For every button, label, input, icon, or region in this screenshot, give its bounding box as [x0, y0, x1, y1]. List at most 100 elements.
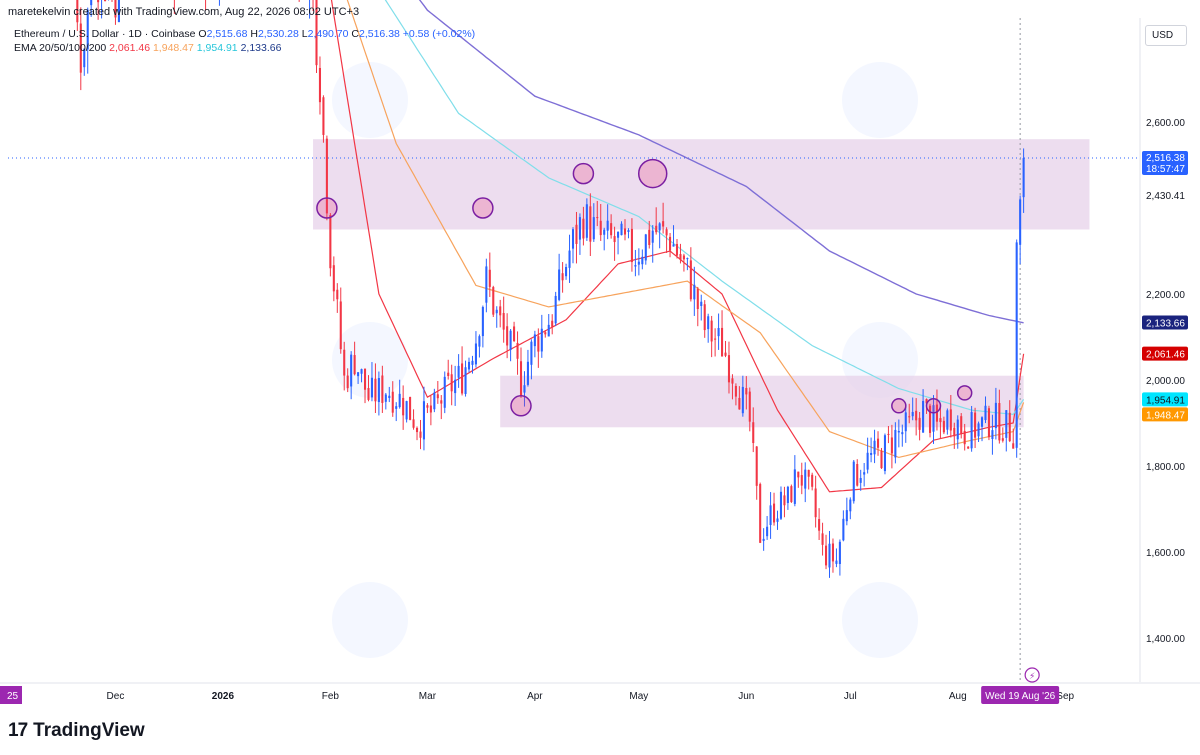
candle[interactable] [513, 321, 516, 343]
candle[interactable] [669, 232, 672, 258]
candle[interactable] [797, 471, 800, 488]
candle[interactable] [994, 387, 997, 440]
candle[interactable] [714, 328, 717, 357]
candle[interactable] [575, 211, 578, 264]
candle[interactable] [731, 374, 734, 400]
candle[interactable] [904, 404, 907, 443]
candle[interactable] [811, 472, 814, 491]
candle[interactable] [807, 469, 810, 490]
candle[interactable] [693, 266, 696, 316]
candle[interactable] [578, 213, 581, 255]
candle[interactable] [76, 0, 79, 31]
candle[interactable] [391, 381, 394, 417]
candle[interactable] [516, 331, 519, 375]
candle[interactable] [318, 56, 322, 115]
candle[interactable] [620, 221, 623, 236]
candle[interactable] [544, 330, 547, 338]
candle[interactable] [672, 225, 675, 247]
candle[interactable] [856, 459, 859, 487]
candle[interactable] [471, 355, 474, 374]
candle[interactable] [440, 395, 443, 420]
candle[interactable] [634, 249, 637, 277]
candle[interactable] [90, 0, 93, 17]
candle[interactable] [745, 376, 748, 410]
candle[interactable] [828, 530, 831, 578]
candle[interactable] [700, 294, 703, 321]
candle[interactable] [1019, 195, 1022, 265]
candle[interactable] [762, 528, 765, 551]
candle[interactable] [97, 0, 100, 20]
lightning-icon[interactable] [1024, 667, 1040, 683]
candle[interactable] [381, 365, 384, 413]
candle[interactable] [363, 368, 367, 404]
candle[interactable] [599, 204, 602, 241]
candle[interactable] [603, 227, 606, 251]
candle[interactable] [409, 396, 412, 421]
candle[interactable] [478, 334, 481, 358]
candle[interactable] [651, 225, 654, 263]
candle[interactable] [890, 424, 893, 469]
symbol-title[interactable]: Ethereum / U.S. Dollar · 1D · Coinbase [14, 28, 196, 40]
candle[interactable] [849, 497, 852, 520]
candle[interactable] [332, 256, 335, 302]
candle[interactable] [1022, 148, 1025, 213]
candle[interactable] [218, 0, 220, 6]
candle[interactable] [662, 202, 665, 234]
candle[interactable] [565, 263, 568, 280]
candle[interactable] [946, 408, 949, 435]
candle[interactable] [606, 204, 609, 240]
candle[interactable] [1001, 427, 1004, 443]
candle[interactable] [793, 455, 796, 507]
candle[interactable] [928, 403, 932, 438]
candle[interactable] [464, 360, 467, 397]
candle[interactable] [519, 347, 523, 398]
candle[interactable] [554, 291, 557, 327]
candle[interactable] [523, 371, 526, 407]
candle[interactable] [821, 522, 824, 556]
candle[interactable] [942, 416, 945, 435]
candle[interactable] [824, 534, 828, 570]
candle[interactable] [724, 340, 727, 358]
candle[interactable] [786, 485, 789, 510]
candle[interactable] [908, 403, 911, 424]
candle[interactable] [613, 226, 616, 261]
candle[interactable] [506, 313, 509, 359]
candle[interactable] [104, 0, 107, 2]
candle[interactable] [894, 422, 897, 464]
candle[interactable] [461, 346, 464, 396]
candle[interactable] [998, 389, 1001, 444]
candle[interactable] [315, 0, 318, 73]
candle[interactable] [679, 243, 682, 264]
candle[interactable] [433, 388, 436, 413]
candle[interactable] [384, 392, 387, 410]
candle[interactable] [395, 402, 398, 422]
candle[interactable] [329, 213, 332, 277]
candle[interactable] [426, 403, 429, 414]
candle[interactable] [984, 396, 987, 424]
candle[interactable] [648, 220, 651, 249]
candle[interactable] [852, 459, 855, 504]
candle[interactable] [325, 135, 328, 221]
candle[interactable] [370, 362, 373, 402]
candle[interactable] [457, 354, 460, 388]
candle[interactable] [876, 431, 880, 456]
candle[interactable] [322, 95, 325, 143]
candle[interactable] [1015, 239, 1018, 458]
candle[interactable] [596, 201, 599, 227]
candle[interactable] [405, 400, 408, 423]
candle[interactable] [967, 446, 970, 450]
candle[interactable] [443, 371, 446, 414]
candle[interactable] [450, 364, 453, 406]
candle[interactable] [752, 407, 755, 453]
candle[interactable] [773, 492, 776, 526]
candle[interactable] [101, 0, 103, 19]
candle[interactable] [741, 375, 744, 417]
candle[interactable] [377, 371, 380, 416]
candle[interactable] [866, 437, 869, 474]
candle[interactable] [429, 395, 432, 426]
candle[interactable] [835, 548, 838, 568]
candle[interactable] [568, 234, 571, 283]
candle[interactable] [658, 222, 661, 249]
candle[interactable] [883, 433, 887, 475]
candle[interactable] [1008, 400, 1011, 443]
